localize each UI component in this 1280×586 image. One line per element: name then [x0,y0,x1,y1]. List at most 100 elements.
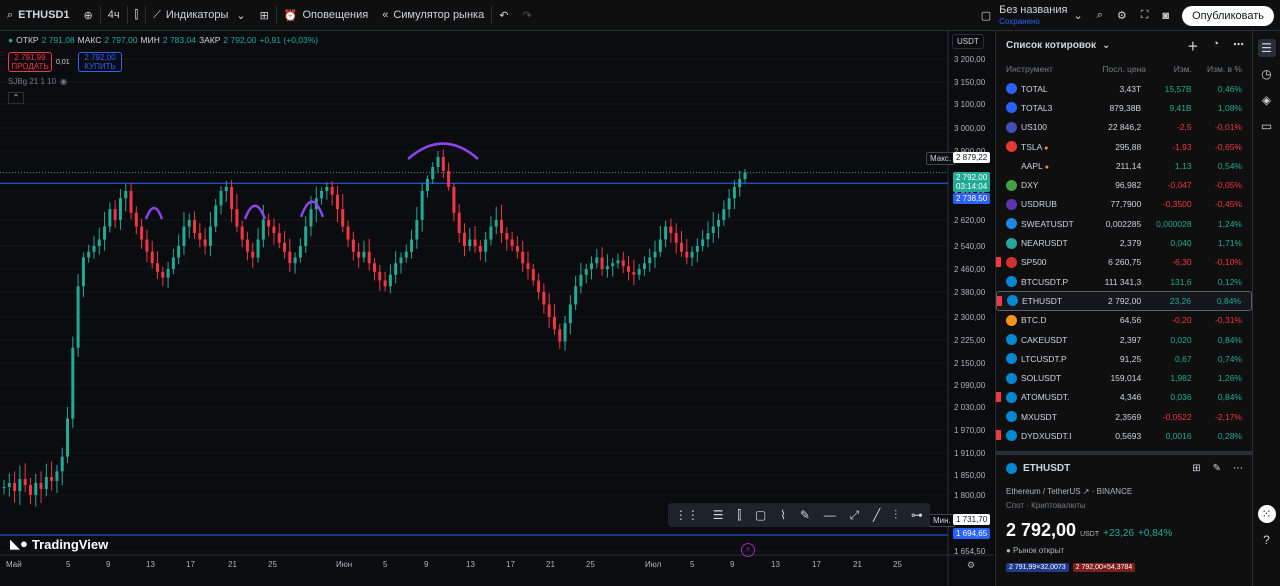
redo-button[interactable]: ↷ [515,0,538,31]
watchlist-icon[interactable]: ☰ [1257,39,1276,57]
column-last[interactable]: Посл. цена [1102,64,1146,74]
settings-button[interactable]: ⚙ [1110,0,1134,31]
trendline-icon[interactable]: ╱ [873,508,881,522]
row-symbol: ATOMUSDT. [1021,392,1070,403]
watchlist-row[interactable]: SWEATUSDT 0,002285 0,000028 1,24% [996,214,1252,233]
lightning-icon[interactable]: ⚡ [741,543,755,557]
flag-icon[interactable] [997,296,1002,307]
eye-icon[interactable]: ◉ [60,77,68,86]
watchlist-row[interactable]: BTC.D 64,56 -0,20 -0,31% [996,311,1252,330]
brush-icon[interactable]: ✎ [799,508,810,522]
watchlist-row[interactable]: NEARUSDT 2,379 0,040 1,71% [996,233,1252,252]
collapse-legend-button[interactable]: ⌃ [8,92,24,104]
watchlist-row[interactable]: TOTAL 3,43T 15,57B 0,46% [996,79,1252,98]
flag-icon[interactable] [996,256,1001,267]
watchlist-row[interactable]: DXY 96,982 -0,047 -0,05% [996,175,1252,194]
watchlist-row[interactable]: DYDXUSDT.I 0,5693 0,0016 0,28% [996,426,1252,445]
screenshot-button[interactable]: ◙ [1155,0,1176,31]
layers-icon[interactable]: ◈ [1261,93,1272,107]
more-tools-icon[interactable]: ⊶ [910,508,923,522]
candle-body [388,274,392,287]
buy-button[interactable]: 2 792,00 КУПИТЬ [78,52,122,72]
interval-button[interactable]: 4ч [107,9,120,21]
candle-body [335,194,339,210]
price-tick-label: 3 200,00 [954,55,986,64]
indicators-button[interactable]: ⟋ Индикаторы ⌄ [146,0,252,31]
watchlist-row[interactable]: ATOMUSDT. 4,346 0,036 0,84% [996,388,1252,407]
watchlist-title[interactable]: Список котировок [1006,39,1096,51]
more-icon[interactable]: ⋯ [1233,39,1244,51]
watchlist-row[interactable]: LTCUSDT.P 91,25 0,67 0,74% [996,349,1252,368]
layout-button[interactable]: ▢ Без названия Сохранено ⌄ [974,0,1090,31]
help-icon[interactable]: ? [1263,533,1270,547]
symbol-logo-icon [1006,430,1017,442]
pie-chart-icon[interactable]: ◔ [1212,38,1219,50]
candle-body [193,220,197,233]
external-link-icon[interactable]: ↗ [1082,487,1090,496]
column-change[interactable]: Изм. [1173,64,1192,74]
grid-icon[interactable]: ⊞ [1192,463,1201,474]
watchlist-row[interactable]: ETHUSDT 2 792,00 23,26 0,84% [996,291,1252,311]
plus-icon[interactable]: ＋ [1187,41,1199,53]
details-change-pct: +0,84% [1138,528,1173,539]
price-tick-label: 2 900,00 [954,147,985,156]
candle-body [367,251,371,264]
watchlist-row[interactable]: TSLA ● 295,88 -1,93 -0,65% [996,137,1252,156]
undo-button[interactable]: ↶ [492,0,515,31]
price-chart[interactable] [0,31,994,586]
time-tick-label: Июл [645,560,662,569]
column-symbol[interactable]: Инструмент [1006,64,1053,74]
candle-body [457,212,461,233]
chart-type-button[interactable]: ⫿ [128,0,146,31]
row-change-pct: 0,28% [1217,430,1242,441]
lines-icon[interactable]: ☰ [712,508,724,522]
axis-settings-gear-icon[interactable]: ⚙ [967,560,976,570]
symbol-search-button[interactable]: ⌕ ETHUSD1 [0,0,77,31]
compare-button[interactable]: ⊕ [77,0,100,31]
chart-pane[interactable]: ● ОТКР 2 791,08 МАКС 2 797,00 МИН 2 783,04 … [0,31,994,586]
watchlist-row[interactable]: AAPL ● 211,14 1,13 0,54% [996,156,1252,175]
alerts-button[interactable]: ⏰ Оповещения [277,0,375,31]
column-change-pct[interactable]: Изм. в % [1206,64,1242,74]
apps-grid-icon[interactable]: ⁙ [1257,505,1276,523]
watchlist-row[interactable]: TOTAL3 879,38B 9,41B 1,08% [996,98,1252,117]
currency-button[interactable]: USDT [952,34,984,49]
watchlist-row[interactable]: MXUSDT 2,3569 -0,0522 -2,17% [996,407,1252,426]
settings-sliders-icon[interactable]: ⫶ [894,507,898,522]
sell-button[interactable]: 2 791,99 ПРОДАТЬ [8,52,52,72]
rectangle-icon[interactable]: ▢ [755,508,767,522]
candle-body [224,187,228,191]
edit-icon[interactable]: ✎ [1212,463,1221,474]
more-icon[interactable]: ⋯ [1233,463,1243,474]
watchlist-row[interactable]: SOLUSDT 159,014 1,982 1,26% [996,368,1252,387]
candle-body [521,251,525,264]
watchlist-row[interactable]: BTCUSDT.P 111 341,3 131,6 0,12% [996,272,1252,291]
quick-search-button[interactable]: ⌕ [1090,0,1110,31]
candle-body [118,198,122,220]
row-change: -1,93 [1172,141,1192,152]
watchlist-row[interactable]: SP500 6 260,75 -6,30 -0,10% [996,253,1252,272]
flag-icon[interactable] [996,430,1001,441]
candle-body [320,191,324,199]
measure-icon[interactable]: ⤢ [849,507,860,522]
horizontal-line-icon[interactable]: — [823,508,836,522]
candle-body [87,251,91,258]
chat-icon[interactable]: ▭ [1260,119,1273,133]
details-symbol[interactable]: ETHUSDT [1023,463,1071,474]
fib-icon[interactable]: ⫿ [737,507,742,522]
drag-handle-icon[interactable]: ⋮⋮ [674,508,699,522]
replay-button[interactable]: « Симулятор рынка [375,0,491,31]
watchlist-row[interactable]: CAKEUSDT 2,397 0,020 0,84% [996,330,1252,349]
path-icon[interactable]: ⌇ [780,508,787,522]
alerts-clock-icon[interactable]: ◷ [1261,67,1272,81]
templates-button[interactable]: ⊞ [253,0,276,31]
publish-button[interactable]: Опубликовать [1182,5,1274,26]
flag-icon[interactable] [996,391,1001,402]
fullscreen-button[interactable]: ⛶ [1134,0,1156,31]
chevron-down-icon[interactable]: ⌄ [1102,39,1111,51]
watchlist-row[interactable]: US100 22 846,2 -2,5 -0,01% [996,118,1252,137]
candle-body [187,220,191,227]
watchlist-row[interactable]: USDRUB 77,7900 -0,3500 -0,45% [996,195,1252,214]
study-legend[interactable]: SJBg 21 1 10 ◉ [8,77,67,86]
candle-body [44,477,48,489]
